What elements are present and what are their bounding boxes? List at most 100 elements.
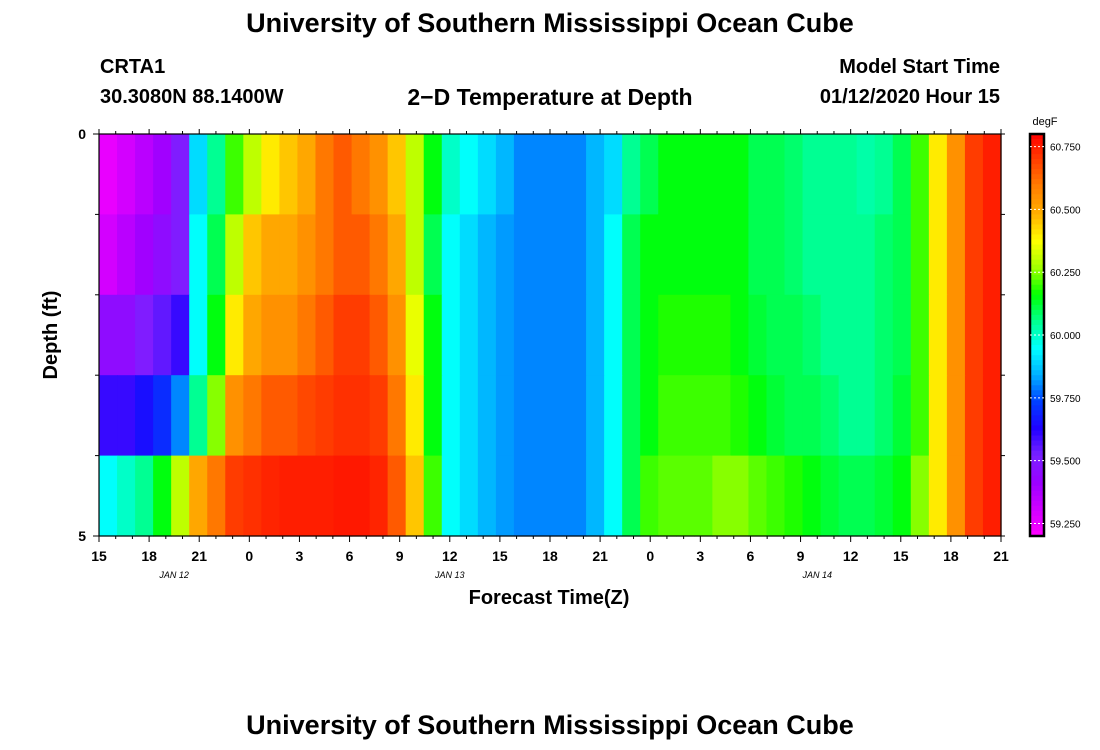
colorbar-segment: [1030, 184, 1044, 190]
colorbar-segment: [1030, 194, 1044, 200]
colorbar-segment: [1030, 465, 1044, 472]
x-axis-label: Forecast Time(Z): [469, 587, 630, 609]
heatmap-cell: [405, 214, 425, 296]
colorbar-segment: [1030, 345, 1044, 351]
colorbar-segment: [1030, 209, 1044, 216]
colorbar-segment: [1030, 204, 1044, 210]
heatmap-cell: [99, 214, 118, 296]
heatmap-cell: [820, 455, 840, 537]
heatmap-cell: [351, 294, 371, 376]
heatmap-cell: [982, 134, 1002, 215]
colorbar-segment: [1030, 304, 1044, 311]
heatmap-cell: [802, 455, 822, 537]
heatmap-cell: [459, 375, 479, 457]
heatmap-cell: [117, 214, 136, 296]
heatmap-cell: [820, 214, 840, 296]
heatmap-cell: [928, 134, 948, 215]
heatmap-cell: [369, 214, 389, 296]
heatmap-cell: [730, 375, 750, 457]
heatmap-cell: [712, 294, 731, 376]
heatmap-cell: [910, 375, 930, 457]
heatmap-cell: [964, 375, 984, 457]
heatmap-cell: [928, 455, 948, 537]
x-tick-label: 18: [542, 548, 558, 564]
page-title: University of Southern Mississippi Ocean…: [246, 8, 854, 38]
heatmap-cell: [189, 294, 208, 376]
colorbar-segment: [1030, 324, 1044, 331]
colorbar-tick-label: 59.250: [1050, 519, 1081, 530]
heatmap-cell: [297, 455, 317, 537]
heatmap-cell: [477, 134, 497, 215]
heatmap-cell: [604, 214, 623, 296]
heatmap-cell: [604, 455, 623, 537]
heatmap-cell: [586, 294, 605, 376]
heatmap-cell: [604, 375, 623, 457]
heatmap-cell: [946, 375, 966, 457]
colorbar-segment: [1030, 244, 1044, 251]
colorbar-segment: [1030, 239, 1044, 246]
heatmap-cell: [748, 294, 768, 376]
heatmap-cell: [441, 214, 461, 296]
heatmap-cell: [586, 455, 605, 537]
heatmap-cell: [568, 134, 587, 215]
heatmap-cell: [586, 214, 605, 296]
heatmap-cell: [387, 294, 407, 376]
colorbar-segment: [1030, 169, 1044, 175]
colorbar-segment: [1030, 420, 1044, 427]
heatmap-cell: [459, 455, 479, 537]
heatmap-cell: [135, 134, 154, 215]
heatmap-cell: [730, 134, 750, 215]
heatmap-cell: [351, 214, 371, 296]
heatmap-cell: [207, 294, 226, 376]
heatmap-cell: [784, 294, 804, 376]
heatmap-cell: [261, 214, 280, 296]
heatmap-cell: [207, 214, 226, 296]
heatmap-cell: [387, 134, 407, 215]
heatmap-cell: [405, 455, 425, 537]
colorbar-segment: [1030, 430, 1044, 437]
heatmap-cell: [640, 134, 659, 215]
colorbar-segment: [1030, 340, 1044, 346]
colorbar-segment: [1030, 224, 1044, 231]
heatmap-cell: [802, 214, 822, 296]
heatmap-cell: [513, 214, 533, 296]
heatmap-cell: [99, 294, 118, 376]
heatmap-cell: [225, 294, 244, 376]
heatmap-cell: [658, 214, 677, 296]
colorbar-tick-label: 59.500: [1050, 457, 1081, 468]
heatmap-cell: [568, 455, 587, 537]
x-tick-label: 12: [442, 548, 458, 564]
heatmap-cell: [712, 375, 731, 457]
x-tick-label: 12: [843, 548, 859, 564]
heatmap-cell: [189, 214, 208, 296]
x-tick-label: 18: [141, 548, 157, 564]
heatmap-cell: [658, 375, 677, 457]
heatmap-cell: [982, 375, 1002, 457]
heatmap-cell: [441, 455, 461, 537]
heatmap-cell: [874, 294, 894, 376]
heatmap-cell: [153, 294, 172, 376]
heatmap-cell: [369, 455, 389, 537]
colorbar-segment: [1030, 294, 1044, 301]
heatmap-cell: [550, 375, 569, 457]
colorbar-segment: [1030, 375, 1044, 381]
colorbar-segment: [1030, 219, 1044, 226]
colorbar-segment: [1030, 370, 1044, 376]
heatmap-cell: [748, 214, 768, 296]
heatmap-cell: [135, 375, 154, 457]
heatmap-cell: [838, 455, 858, 537]
heatmap-cell: [117, 455, 136, 537]
heatmap-cell: [387, 455, 407, 537]
heatmap-cell: [243, 134, 262, 215]
colorbar-segment: [1030, 329, 1044, 336]
heatmap-cell: [622, 455, 641, 537]
colorbar-segment: [1030, 425, 1044, 432]
colorbar-tick-label: 60.750: [1050, 143, 1081, 154]
heatmap-cell: [333, 455, 353, 537]
heatmap-cell: [856, 134, 876, 215]
heatmap-cell: [802, 375, 822, 457]
heatmap-cell: [207, 375, 226, 457]
heatmap-cell: [423, 294, 443, 376]
colorbar-segment: [1030, 470, 1044, 477]
colorbar-segment: [1030, 490, 1044, 497]
